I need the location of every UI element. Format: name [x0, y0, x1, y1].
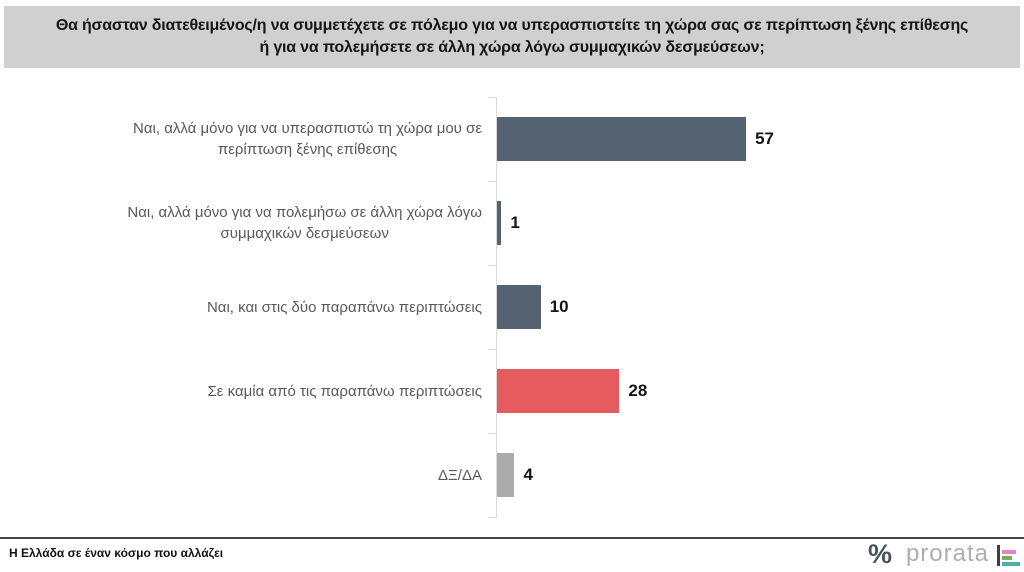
axis-tick: [488, 97, 497, 98]
bar-row: Σε καμία από τις παραπάνω περιπτώσεις 28: [0, 349, 1024, 433]
axis-tick: [488, 517, 497, 518]
bar-row: Ναι, αλλά μόνο για να υπερασπιστώ τη χώρ…: [0, 97, 1024, 181]
data-bar: [497, 285, 541, 329]
logo-bar-green: [1002, 556, 1012, 560]
footer-caption: Η Ελλάδα σε έναν κόσμο που αλλάζει: [9, 546, 224, 560]
value-label: 57: [755, 129, 774, 148]
category-label: ΔΞ/ΔΑ: [438, 466, 482, 484]
question-title-line2: ή για να πολεμήσετε σε άλλη χώρα λόγω συ…: [259, 39, 765, 56]
category-label: Σε καμία από τις παραπάνω περιπτώσεις: [207, 382, 483, 400]
bar-row: Ναι, και στις δύο παραπάνω περιπτώσεις 10: [0, 265, 1024, 349]
bar-row: ΔΞ/ΔΑ 4: [0, 433, 1024, 517]
value-label: 28: [628, 381, 648, 400]
logo-bar-teal: [1002, 562, 1020, 566]
category-label: Ναι, αλλά μόνο για να πολεμήσω σε άλλη χ…: [127, 204, 482, 242]
category-axis-line: [496, 97, 497, 517]
footer-divider: [0, 537, 1024, 539]
axis-tick: [488, 265, 497, 266]
axis-tick: [488, 349, 497, 350]
data-bar: [497, 117, 747, 161]
logo-axis-bar: [997, 545, 1000, 566]
question-title-line1: Θα ήσασταν διατεθειμένος/η να συμμετέχετ…: [55, 17, 969, 34]
brand-area: % prorata: [868, 539, 1020, 569]
prorata-barchart-logo-icon: [997, 542, 1020, 566]
category-label: Ναι, αλλά μόνο για να υπερασπιστώ τη χώρ…: [133, 120, 482, 158]
logo-bar-pink: [1002, 550, 1016, 554]
logo-bars: [1002, 550, 1020, 566]
data-bar: [497, 201, 502, 245]
horizontal-bar-chart: Ναι, αλλά μόνο για να υπερασπιστώ τη χώρ…: [0, 97, 1024, 518]
percent-icon: %: [867, 539, 892, 569]
data-bar: [497, 369, 620, 413]
value-label: 4: [523, 465, 533, 484]
bar-row: Ναι, αλλά μόνο για να πολεμήσω σε άλλη χ…: [0, 181, 1024, 265]
axis-tick: [488, 433, 497, 434]
category-label: Ναι, και στις δύο παραπάνω περιπτώσεις: [206, 298, 482, 316]
question-title-bar: Θα ήσασταν διατεθειμένος/η να συμμετέχετ…: [4, 6, 1020, 68]
axis-tick: [488, 181, 497, 182]
prorata-wordmark: prorata: [905, 540, 989, 567]
value-label: 1: [510, 213, 520, 232]
data-bar: [497, 453, 515, 497]
value-label: 10: [549, 297, 569, 316]
